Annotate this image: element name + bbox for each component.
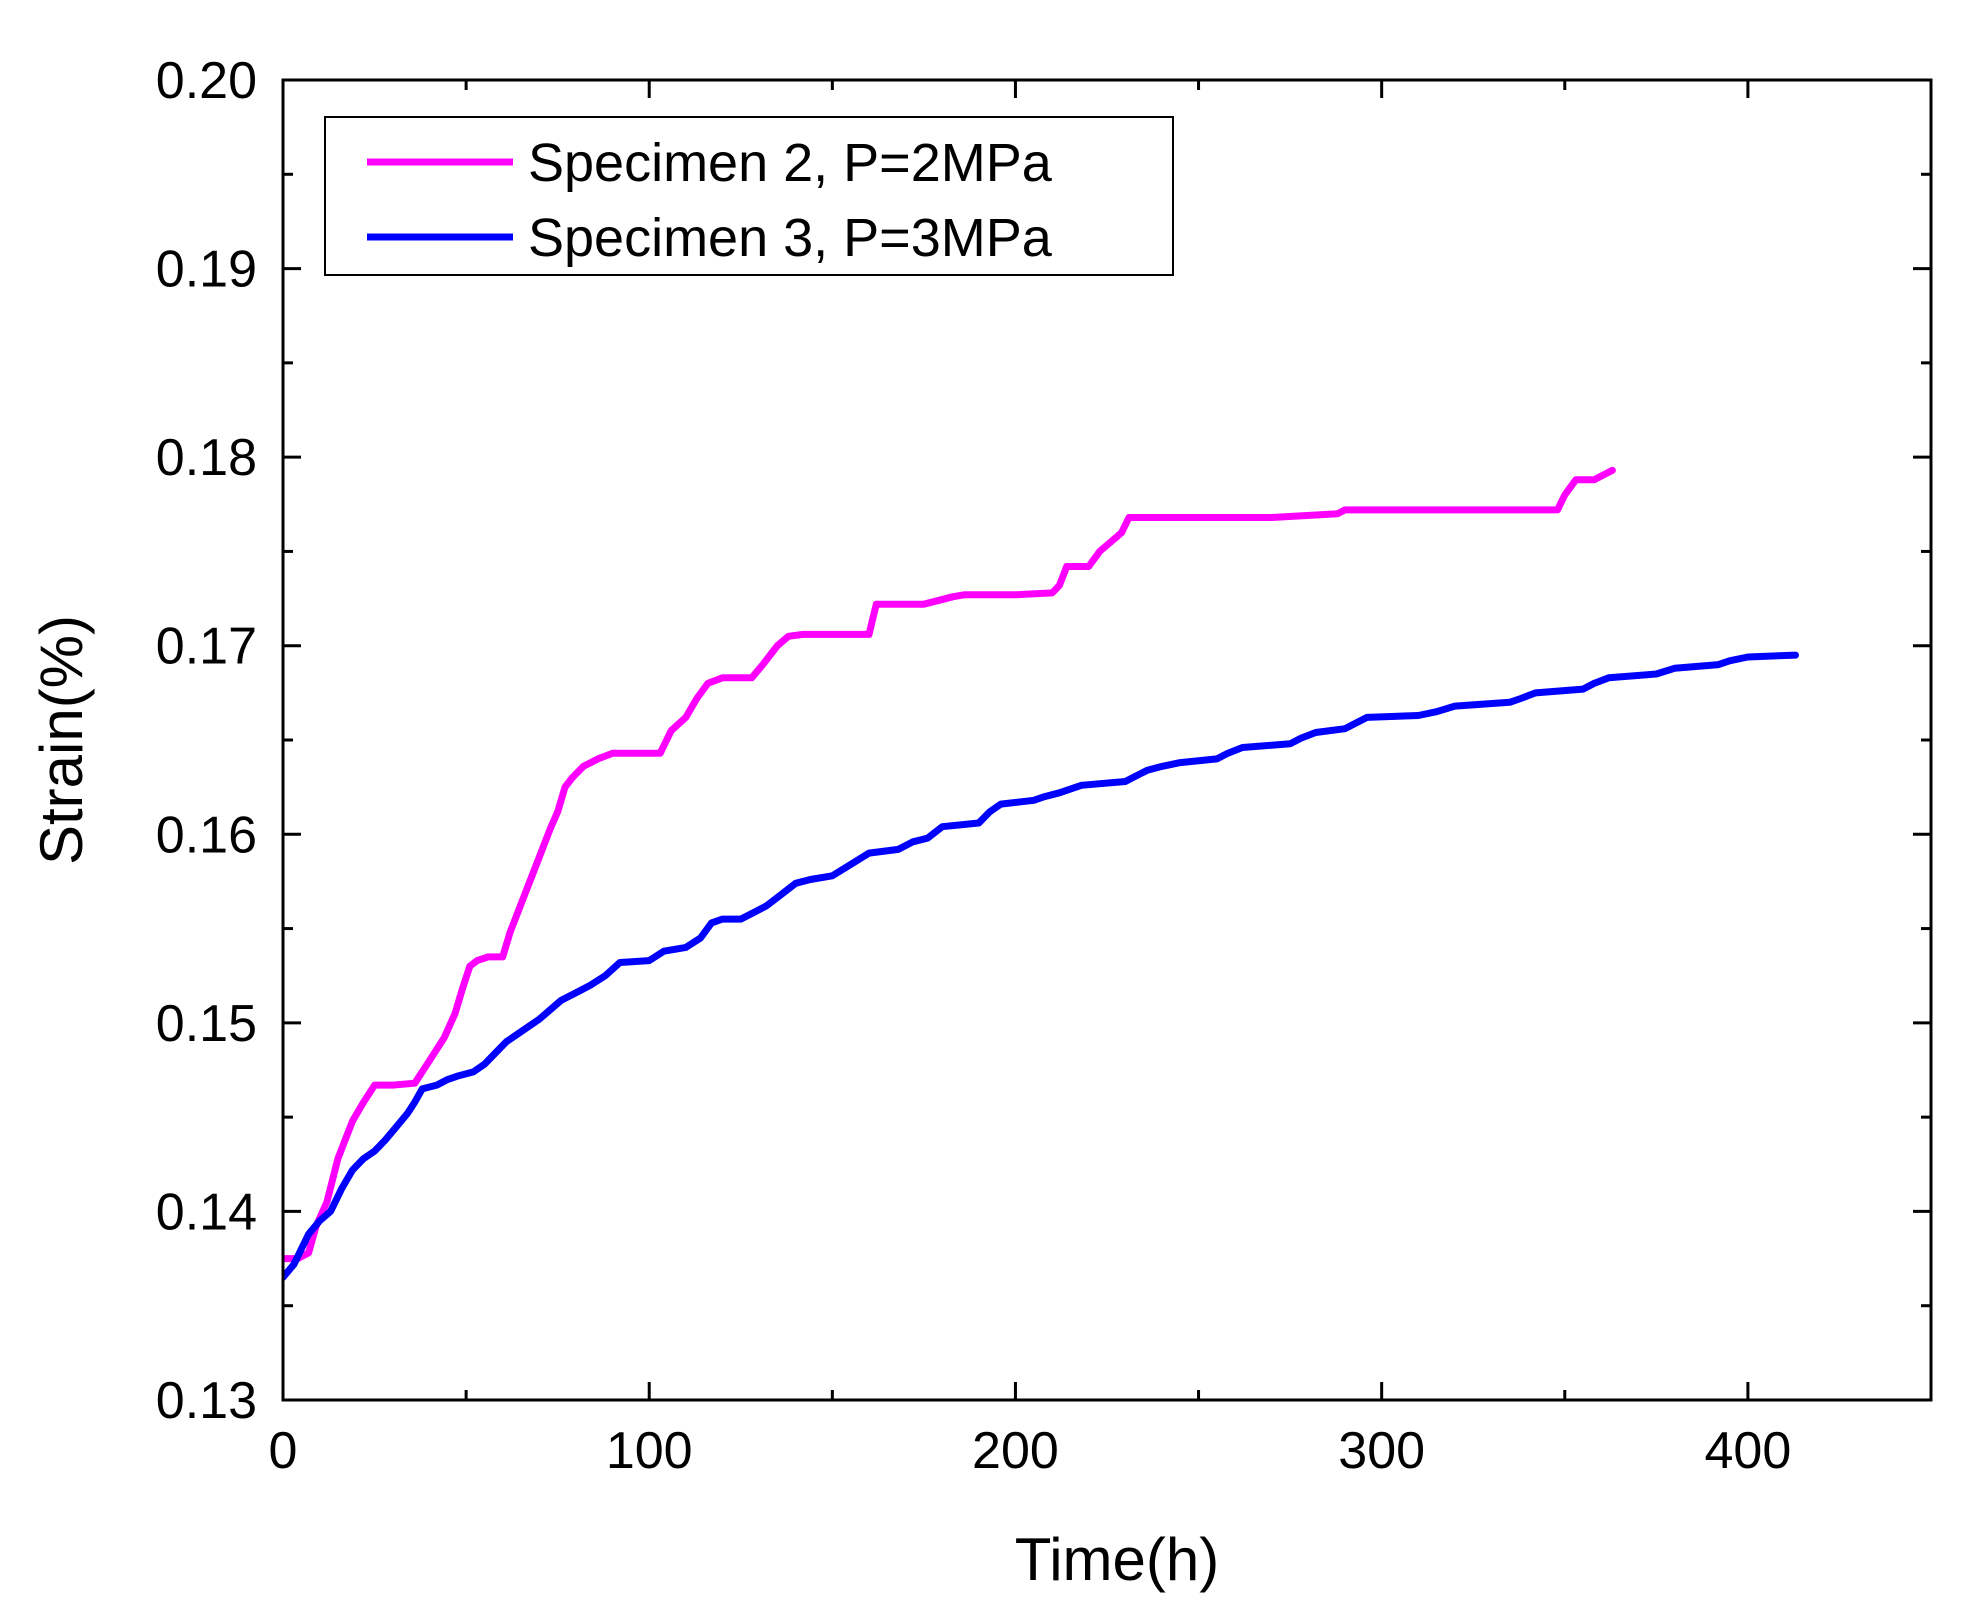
y-tick-label: 0.14 <box>156 1183 257 1241</box>
x-tick-label: 200 <box>972 1422 1059 1480</box>
plot-frame <box>281 78 1933 1402</box>
x-axis-title: Time(h) <box>1015 1526 1219 1593</box>
y-tick-label: 0.18 <box>156 429 257 487</box>
x-tick-label: 400 <box>1705 1422 1792 1480</box>
x-tick-label: 300 <box>1338 1422 1425 1480</box>
y-tick-label: 0.16 <box>156 806 257 864</box>
y-tick-label: 0.19 <box>156 241 257 299</box>
tick-labels-layer: 0 100 200 300 400 0.13 0.14 0.15 0.16 0.17 0.18 0.1… <box>156 52 1791 1480</box>
y-tick-label: 0.20 <box>156 52 257 110</box>
y-tick-label: 0.17 <box>156 618 257 676</box>
y-axis-title: Strain(%) <box>28 615 95 865</box>
series-line-2 <box>283 651 1799 1281</box>
series-line-1 <box>283 466 1616 1263</box>
y-tick-label: 0.15 <box>156 995 257 1053</box>
legend-label-2: Specimen 3, P=3MPa <box>528 208 1053 268</box>
ticks-layer <box>281 78 1931 1402</box>
frame-layer <box>281 78 1933 1402</box>
x-tick-label: 0 <box>269 1422 298 1480</box>
legend-label-1: Specimen 2, P=2MPa <box>528 133 1053 193</box>
curves-layer <box>283 466 1799 1281</box>
y-tick-label: 0.13 <box>156 1372 257 1430</box>
legend-box <box>324 116 1174 276</box>
legend: Specimen 2, P=2MPa Specimen 3, P=3MPa <box>324 116 1174 276</box>
x-tick-label: 100 <box>606 1422 693 1480</box>
